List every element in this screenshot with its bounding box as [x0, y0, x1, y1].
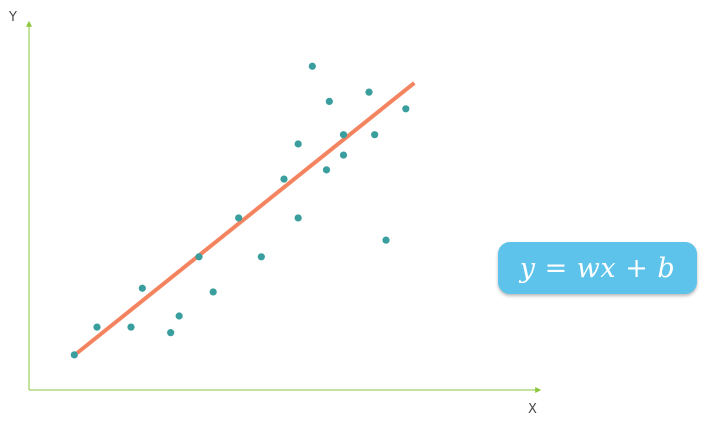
formula-text: y = wx + b — [519, 252, 676, 284]
x-axis-label: X — [528, 402, 537, 417]
y-axis-label: Y — [8, 10, 17, 25]
data-point-7 — [195, 253, 203, 261]
data-point-1 — [70, 351, 78, 359]
data-point-13 — [294, 140, 302, 148]
data-point-5 — [167, 329, 175, 337]
data-point-22 — [402, 105, 410, 113]
data-point-16 — [325, 97, 333, 105]
data-point-9 — [235, 214, 243, 222]
data-point-18 — [339, 151, 348, 159]
data-point-11 — [280, 175, 288, 183]
data-point-2 — [93, 323, 101, 331]
data-point-4 — [138, 284, 146, 292]
data-point-19 — [365, 88, 373, 96]
regression-line — [75, 81, 416, 355]
data-point-8 — [209, 288, 217, 296]
data-point-17 — [339, 131, 348, 139]
data-point-3 — [127, 323, 135, 331]
fit-line-layer — [75, 81, 416, 355]
formula-badge: y = wx + b — [498, 242, 697, 294]
data-point-15 — [322, 166, 331, 174]
scatter-points — [70, 62, 410, 359]
data-point-21 — [382, 236, 390, 244]
data-point-12 — [294, 214, 302, 222]
data-point-20 — [371, 131, 379, 139]
data-point-10 — [257, 253, 265, 261]
data-point-6 — [175, 312, 183, 320]
data-point-14 — [308, 62, 316, 70]
